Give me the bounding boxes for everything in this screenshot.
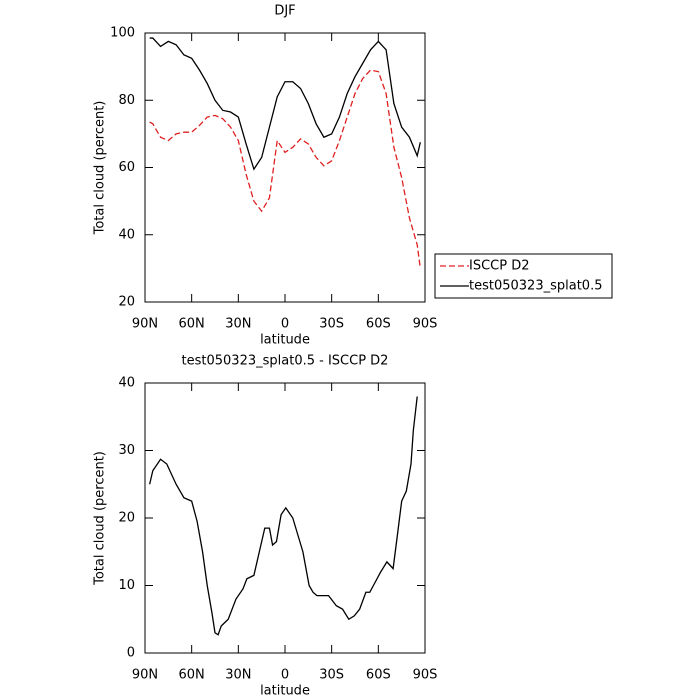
y-tick-label: 60 xyxy=(118,160,135,175)
x-tick-label: 30N xyxy=(225,317,251,332)
x-tick-label: 60N xyxy=(179,317,205,332)
x-tick-label: 90S xyxy=(413,317,438,332)
y-tick-label: 0 xyxy=(127,646,135,661)
y-tick-label: 100 xyxy=(110,26,135,41)
x-axis-label: latitude xyxy=(260,333,310,348)
x-tick-label: 30S xyxy=(319,668,344,683)
y-tick-label: 20 xyxy=(118,295,135,310)
data-line xyxy=(149,69,421,269)
y-tick-label: 20 xyxy=(118,511,135,526)
x-axis-label: latitude xyxy=(260,684,310,699)
y-tick-label: 40 xyxy=(118,376,135,391)
x-tick-label: 90N xyxy=(132,668,158,683)
x-tick-label: 0 xyxy=(281,668,289,683)
x-tick-label: 90N xyxy=(132,317,158,332)
y-tick-label: 10 xyxy=(118,578,135,593)
data-line xyxy=(149,396,418,636)
y-tick-label: 30 xyxy=(118,443,135,458)
data-line xyxy=(149,37,421,171)
plot-frame xyxy=(144,382,426,654)
x-tick-label: 30N xyxy=(225,668,251,683)
legend-box xyxy=(434,253,613,299)
y-axis-label: Total cloud (percent) xyxy=(93,101,108,236)
plot-frame xyxy=(144,32,426,303)
y-tick-label: 40 xyxy=(118,227,135,242)
y-tick-label: 80 xyxy=(118,93,135,108)
x-tick-label: 90S xyxy=(413,668,438,683)
x-tick-label: 0 xyxy=(281,317,289,332)
legend-label: test050323_splat0.5 xyxy=(469,279,602,294)
legend-label: ISCCP D2 xyxy=(469,259,530,274)
y-axis-label: Total cloud (percent) xyxy=(93,451,108,586)
x-tick-label: 60S xyxy=(366,668,391,683)
x-tick-label: 30S xyxy=(319,317,344,332)
x-tick-label: 60S xyxy=(366,317,391,332)
chart-title: test050323_splat0.5 - ISCCP D2 xyxy=(182,354,389,369)
x-tick-label: 60N xyxy=(179,668,205,683)
chart-title: DJF xyxy=(274,4,295,19)
